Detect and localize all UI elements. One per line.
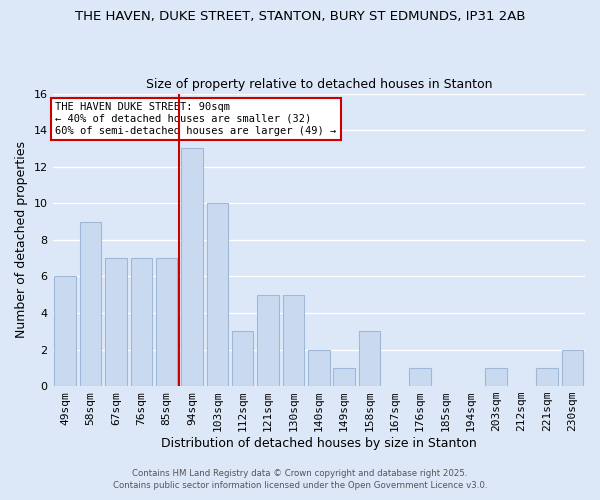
Bar bbox=[283, 294, 304, 386]
Bar bbox=[409, 368, 431, 386]
Text: Contains HM Land Registry data © Crown copyright and database right 2025.
Contai: Contains HM Land Registry data © Crown c… bbox=[113, 468, 487, 490]
Bar bbox=[536, 368, 558, 386]
Bar bbox=[334, 368, 355, 386]
Bar bbox=[181, 148, 203, 386]
Bar bbox=[359, 331, 380, 386]
Bar bbox=[485, 368, 507, 386]
X-axis label: Distribution of detached houses by size in Stanton: Distribution of detached houses by size … bbox=[161, 437, 476, 450]
Bar bbox=[232, 331, 253, 386]
Bar bbox=[80, 222, 101, 386]
Bar bbox=[156, 258, 178, 386]
Title: Size of property relative to detached houses in Stanton: Size of property relative to detached ho… bbox=[146, 78, 492, 91]
Text: THE HAVEN DUKE STREET: 90sqm
← 40% of detached houses are smaller (32)
60% of se: THE HAVEN DUKE STREET: 90sqm ← 40% of de… bbox=[55, 102, 337, 136]
Bar bbox=[55, 276, 76, 386]
Bar bbox=[308, 350, 329, 386]
Bar bbox=[131, 258, 152, 386]
Bar bbox=[105, 258, 127, 386]
Y-axis label: Number of detached properties: Number of detached properties bbox=[15, 142, 28, 338]
Bar bbox=[562, 350, 583, 386]
Bar bbox=[257, 294, 279, 386]
Text: THE HAVEN, DUKE STREET, STANTON, BURY ST EDMUNDS, IP31 2AB: THE HAVEN, DUKE STREET, STANTON, BURY ST… bbox=[75, 10, 525, 23]
Bar bbox=[206, 204, 228, 386]
